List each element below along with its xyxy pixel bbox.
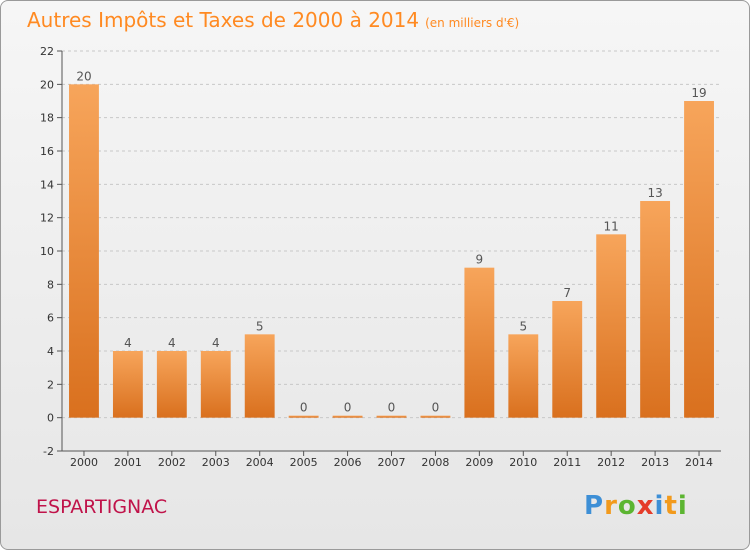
value-label-2012: 11 <box>604 219 619 233</box>
logo-letter: i <box>654 491 665 521</box>
logo-letter: x <box>636 491 655 521</box>
bar-2011 <box>552 301 583 418</box>
data-labels: 20 4 4 4 5 0 0 0 0 9 5 7 11 13 19 <box>76 69 706 414</box>
y-tick-label: 2 <box>47 378 54 391</box>
value-label-2005: 0 <box>300 401 308 415</box>
bar-2013 <box>640 201 671 418</box>
x-tick-label-2013: 2013 <box>641 456 669 469</box>
bar-2014 <box>684 101 714 418</box>
value-label-2006: 0 <box>344 401 352 415</box>
logo-letter: t <box>664 491 678 521</box>
y-tick-label: 4 <box>47 345 54 358</box>
x-tick-label-2008: 2008 <box>421 456 449 469</box>
chart-title-block: Autres Impôts et Taxes de 2000 à 2014 (en… <box>27 8 519 32</box>
value-label-2002: 4 <box>168 336 176 350</box>
y-tick-label: -2 <box>43 445 54 458</box>
bar-2005 <box>288 415 319 418</box>
bar-2006 <box>332 415 363 418</box>
x-tick-label-2003: 2003 <box>202 456 230 469</box>
logo-letter: i <box>677 491 688 521</box>
x-tick-label-2010: 2010 <box>509 456 537 469</box>
value-label-2010: 5 <box>519 319 527 333</box>
value-label-2013: 13 <box>647 186 662 200</box>
y-tick-label: 10 <box>40 245 54 258</box>
x-tick-label-2000: 2000 <box>70 456 98 469</box>
value-label-2011: 7 <box>563 286 571 300</box>
value-label-2000: 20 <box>76 69 91 83</box>
y-tick-label: 8 <box>47 278 54 291</box>
logo-letter: r <box>604 491 618 521</box>
bar-2004 <box>244 334 275 418</box>
value-label-2009: 9 <box>476 253 484 267</box>
y-tick-label: 18 <box>40 112 54 125</box>
bar-2002 <box>156 351 187 418</box>
bar-2008 <box>420 415 451 418</box>
y-tick-label: 16 <box>40 145 54 158</box>
x-tick-label-2014: 2014 <box>685 456 713 469</box>
bar-2001 <box>112 351 143 418</box>
x-tick-label-2009: 2009 <box>465 456 493 469</box>
value-label-2001: 4 <box>124 336 132 350</box>
y-tick-label: 6 <box>47 312 54 325</box>
location-name: ESPARTIGNAC <box>36 496 168 518</box>
y-tick-label: 14 <box>40 178 54 191</box>
bars <box>69 84 714 418</box>
logo-letter: o <box>617 491 637 521</box>
y-tick-label: 12 <box>40 212 54 225</box>
value-label-2007: 0 <box>388 401 396 415</box>
x-tick-label-2006: 2006 <box>334 456 362 469</box>
value-label-2004: 5 <box>256 319 264 333</box>
chart-title-unit: (en milliers d'€) <box>425 16 520 30</box>
x-tick-label-2001: 2001 <box>114 456 142 469</box>
y-tick-label: 0 <box>47 412 54 425</box>
x-tick-label-2007: 2007 <box>378 456 406 469</box>
chart-title: Autres Impôts et Taxes de 2000 à 2014 <box>27 8 420 32</box>
x-tick-label-2005: 2005 <box>290 456 318 469</box>
bar-2010 <box>508 334 539 418</box>
x-tick-label-2002: 2002 <box>158 456 186 469</box>
bar-2003 <box>200 351 231 418</box>
bar-2009 <box>464 267 495 418</box>
bar-2007 <box>376 415 407 418</box>
x-tick-label-2011: 2011 <box>553 456 581 469</box>
bar-2000 <box>69 84 99 418</box>
value-label-2014: 19 <box>691 86 706 100</box>
value-label-2003: 4 <box>212 336 220 350</box>
y-tick-label: 22 <box>40 45 54 58</box>
x-tick-label-2012: 2012 <box>597 456 625 469</box>
proxiti-logo: Proxiti <box>584 491 688 521</box>
logo-letter: P <box>584 491 605 521</box>
value-label-2008: 0 <box>432 401 440 415</box>
x-tick-label-2004: 2004 <box>246 456 274 469</box>
bar-2012 <box>596 234 627 418</box>
y-tick-label: 20 <box>40 78 54 91</box>
